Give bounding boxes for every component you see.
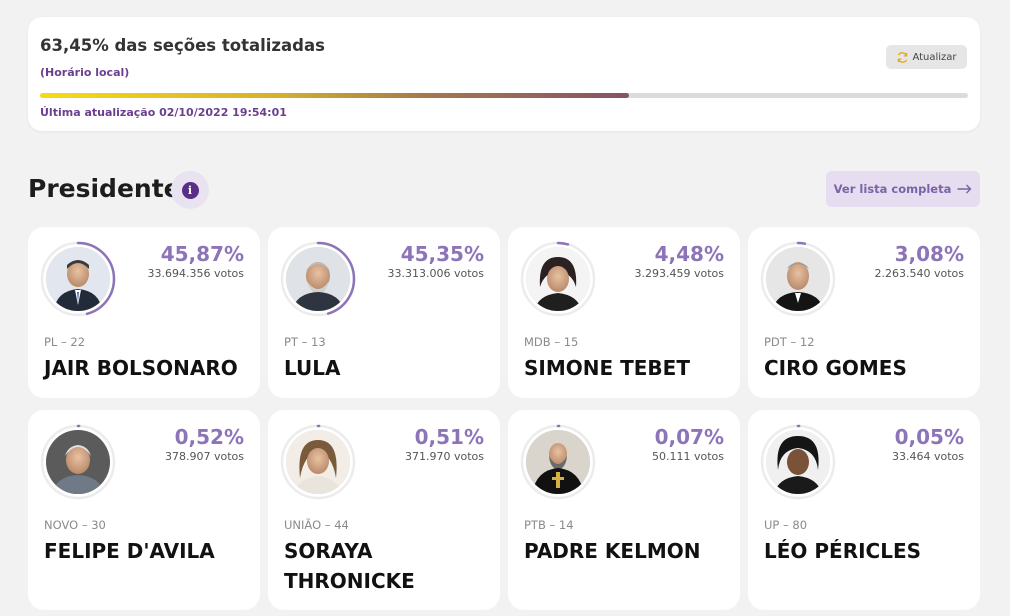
vote-count: 371.970 votos: [405, 450, 484, 463]
local-time-note: (Horário local): [40, 66, 130, 79]
vote-count: 33.694.356 votos: [147, 267, 245, 280]
refresh-label: Atualizar: [912, 51, 957, 63]
vote-share-ring: [40, 241, 116, 317]
candidate-avatar-wrap: [40, 424, 116, 500]
party-number: PT – 13: [284, 335, 326, 349]
vote-percentage: 4,48%: [654, 242, 724, 266]
candidate-card[interactable]: 3,08% 2.263.540 votos PDT – 12 CIRO GOME…: [748, 227, 980, 398]
info-button[interactable]: i: [171, 171, 209, 209]
totalization-progress-bar: [40, 93, 968, 98]
vote-count: 50.111 votos: [652, 450, 724, 463]
full-list-label: Ver lista completa: [833, 182, 952, 196]
vote-share-ring: [520, 424, 596, 500]
candidate-name: CIRO GOMES: [764, 356, 907, 380]
vote-share-ring: [760, 241, 836, 317]
candidate-card[interactable]: 45,35% 33.313.006 votos PT – 13 LULA: [268, 227, 500, 398]
full-list-button[interactable]: Ver lista completa: [826, 171, 980, 207]
vote-share-ring: [280, 424, 356, 500]
party-number: PTB – 14: [524, 518, 574, 532]
vote-count: 33.313.006 votos: [387, 267, 485, 280]
last-update-text: Última atualização 02/10/2022 19:54:01: [40, 106, 287, 119]
vote-percentage: 0,05%: [894, 425, 964, 449]
party-number: MDB – 15: [524, 335, 579, 349]
avatar: [286, 430, 350, 494]
refresh-button[interactable]: Atualizar: [886, 45, 967, 69]
vote-percentage: 3,08%: [894, 242, 964, 266]
party-number: UP – 80: [764, 518, 808, 532]
party-number: NOVO – 30: [44, 518, 106, 532]
candidate-card[interactable]: 4,48% 3.293.459 votos MDB – 15 SIMONE TE…: [508, 227, 740, 398]
vote-percentage: 0,52%: [174, 425, 244, 449]
candidate-card[interactable]: 0,52% 378.907 votos NOVO – 30 FELIPE D'A…: [28, 410, 260, 610]
candidate-card[interactable]: 0,05% 33.464 votos UP – 80 LÉO PÉRICLES: [748, 410, 980, 610]
candidate-avatar-wrap: [760, 241, 836, 317]
arrow-right-icon: [957, 184, 972, 194]
avatar: [286, 247, 350, 311]
candidate-name: LULA: [284, 356, 341, 380]
candidate-card[interactable]: 0,07% 50.111 votos PTB – 14 PADRE KELMON: [508, 410, 740, 610]
party-number: PDT – 12: [764, 335, 815, 349]
refresh-icon: [898, 51, 908, 63]
vote-share-ring: [40, 424, 116, 500]
vote-percentage: 45,35%: [400, 242, 484, 266]
candidate-avatar-wrap: [280, 241, 356, 317]
avatar: [46, 247, 110, 311]
party-number: PL – 22: [44, 335, 86, 349]
candidate-card[interactable]: 45,87% 33.694.356 votos PL – 22 JAIR BOL…: [28, 227, 260, 398]
candidate-card[interactable]: 0,51% 371.970 votos UNIÃO – 44 SORAYA TH…: [268, 410, 500, 610]
candidate-name: JAIR BOLSONARO: [44, 356, 238, 380]
vote-percentage: 45,87%: [160, 242, 244, 266]
vote-count: 2.263.540 votos: [874, 267, 965, 280]
vote-share-ring: [280, 241, 356, 317]
avatar: [766, 430, 830, 494]
totalization-status-card: 63,45% das seções totalizadas (Horário l…: [28, 17, 980, 131]
totalization-progress-fill: [40, 93, 629, 98]
vote-count: 33.464 votos: [892, 450, 964, 463]
candidate-avatar-wrap: [280, 424, 356, 500]
party-number: UNIÃO – 44: [284, 518, 349, 532]
candidate-name: LÉO PÉRICLES: [764, 539, 922, 563]
candidate-name: SORAYA THRONICKE: [284, 539, 415, 593]
candidate-avatar-wrap: [760, 424, 836, 500]
candidate-avatar-wrap: [520, 424, 596, 500]
avatar: [526, 247, 590, 311]
avatar: [526, 430, 590, 494]
vote-count: 378.907 votos: [165, 450, 244, 463]
section-title: Presidente: [28, 174, 181, 203]
vote-percentage: 0,07%: [654, 425, 724, 449]
info-icon: i: [181, 181, 199, 199]
candidate-name: FELIPE D'AVILA: [44, 539, 215, 563]
vote-percentage: 0,51%: [414, 425, 484, 449]
vote-share-ring: [520, 241, 596, 317]
avatar: [46, 430, 110, 494]
vote-share-ring: [760, 424, 836, 500]
candidate-name: SIMONE TEBET: [524, 356, 690, 380]
vote-count: 3.293.459 votos: [634, 267, 725, 280]
avatar: [766, 247, 830, 311]
candidate-avatar-wrap: [40, 241, 116, 317]
candidate-avatar-wrap: [520, 241, 596, 317]
candidate-name: PADRE KELMON: [524, 539, 701, 563]
totalization-title: 63,45% das seções totalizadas: [40, 36, 325, 55]
